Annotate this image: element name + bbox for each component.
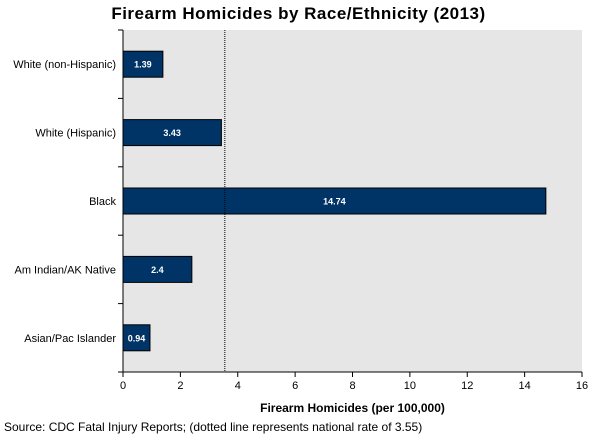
ticks-layer bbox=[118, 29, 583, 377]
bar bbox=[122, 50, 164, 78]
chart-title: Firearm Homicides by Race/Ethnicity (201… bbox=[111, 4, 486, 23]
bar-data-label: 0.94 bbox=[128, 333, 146, 343]
x-tick-label: 12 bbox=[461, 380, 473, 392]
category-label: Asian/Pac Islander bbox=[24, 333, 116, 345]
x-tick-label: 2 bbox=[177, 380, 183, 392]
bar-data-label: 14.74 bbox=[323, 197, 346, 207]
category-label: Am Indian/AK Native bbox=[15, 264, 117, 276]
source-note: Source: CDC Fatal Injury Reports; (dotte… bbox=[4, 420, 423, 434]
bar-data-label: 1.39 bbox=[134, 60, 152, 70]
x-axis-label: Firearm Homicides (per 100,000) bbox=[260, 401, 445, 415]
category-label: White (non-Hispanic) bbox=[13, 59, 116, 71]
x-tick-label: 16 bbox=[576, 380, 588, 392]
category-label: White (Hispanic) bbox=[35, 128, 116, 140]
x-tick-label: 0 bbox=[120, 380, 126, 392]
x-tick-label: 14 bbox=[519, 380, 531, 392]
bar bbox=[122, 255, 193, 283]
x-tick-label: 4 bbox=[235, 380, 241, 392]
bar bbox=[122, 324, 151, 352]
x-tick-label: 6 bbox=[292, 380, 298, 392]
bar-data-label: 3.43 bbox=[163, 128, 181, 138]
bar bbox=[122, 119, 222, 147]
bar-data-label: 2.4 bbox=[151, 265, 164, 275]
category-label: Black bbox=[89, 196, 116, 208]
x-tick-label: 8 bbox=[349, 380, 355, 392]
x-tick-label: 10 bbox=[404, 380, 416, 392]
bars-layer bbox=[122, 50, 547, 352]
labels-layer: 1.39 White (non-Hispanic) 3.43 White (Hispa… bbox=[13, 59, 588, 392]
